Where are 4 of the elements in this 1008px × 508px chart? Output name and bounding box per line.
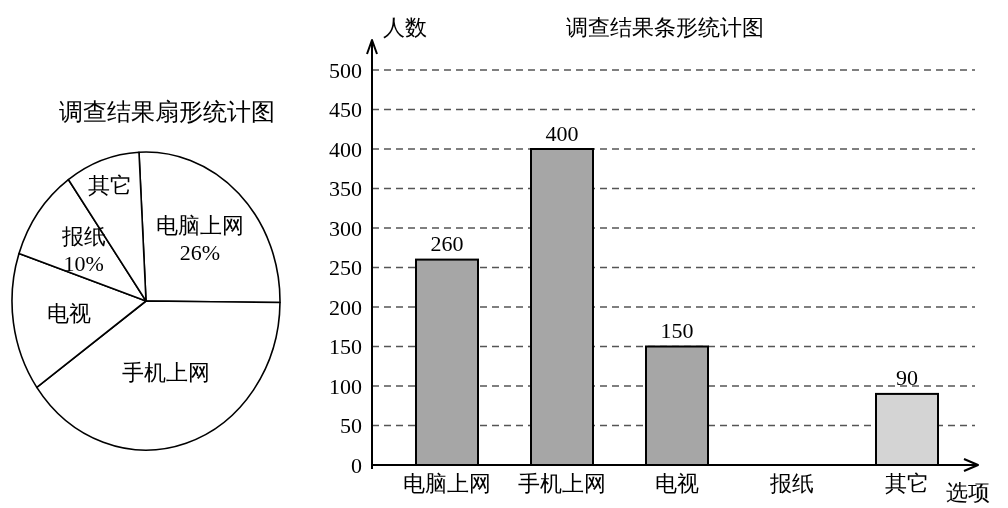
title: 调查结果条形统计图 <box>566 14 764 40</box>
xlabel: 选项 <box>946 479 990 505</box>
title: 调查结果扇形统计图 <box>59 98 275 126</box>
ylabel: 人数 <box>383 14 427 40</box>
